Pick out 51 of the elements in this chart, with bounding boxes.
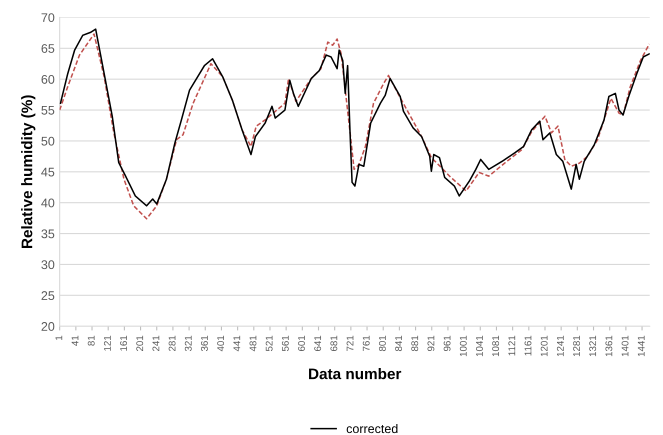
x-tick-label: 1081 (492, 336, 500, 356)
x-tick-label: 881 (411, 336, 418, 352)
x-tick-label: 481 (250, 336, 256, 352)
x-tick-label: 1201 (540, 336, 548, 356)
x-tick-label: 921 (427, 336, 434, 352)
y-tick-label: 20 (42, 322, 54, 331)
x-tick-label: 201 (136, 336, 144, 352)
x-tick-label: 241 (152, 336, 160, 352)
x-tick-label: 601 (298, 336, 305, 352)
y-tick-label: 40 (41, 198, 54, 208)
y-tick-label: 45 (41, 168, 54, 176)
x-tick-label: 1361 (605, 336, 612, 356)
x-tick-label: 1401 (622, 336, 628, 356)
x-tick-label: 41 (72, 336, 78, 346)
x-tick-label: 1041 (476, 336, 483, 356)
x-tick-label: 1441 (638, 336, 645, 356)
x-tick-label: 1001 (460, 336, 467, 356)
x-tick-label: 641 (314, 336, 322, 352)
x-tick-label: 1281 (573, 336, 580, 356)
x-tick-label: 961 (444, 336, 451, 352)
x-tick-label: 1121 (508, 336, 516, 356)
x-tick-label: 721 (346, 336, 354, 351)
x-tick-label: 681 (330, 336, 338, 352)
x-tick-label: 401 (217, 336, 224, 352)
x-tick-label: 321 (184, 336, 192, 352)
x-tick-label: 441 (233, 336, 240, 352)
y-tick-label: 50 (41, 136, 54, 146)
x-tick-label: 121 (104, 336, 111, 351)
y-tick-label: 35 (41, 229, 54, 238)
x-tick-label: 1241 (556, 336, 564, 356)
x-tick-label: 361 (200, 336, 208, 352)
x-tick-label: 561 (282, 336, 289, 352)
x-tick-label: 761 (362, 336, 370, 351)
x-tick-label: 801 (378, 336, 386, 352)
x-tick-label: 281 (168, 336, 176, 352)
y-tick-label: 30 (41, 260, 54, 270)
legend-label: corrected (346, 424, 398, 434)
y-tick-label: 60 (42, 74, 54, 84)
y-tick-label: 55 (41, 106, 54, 115)
y-tick-label: 25 (42, 291, 54, 300)
x-tick-label: 841 (395, 336, 402, 352)
x-tick-label: 81 (88, 336, 95, 346)
x-tick-label: 521 (266, 336, 273, 352)
y-axis-title: Relative humidity (%) (21, 95, 36, 248)
x-tick-label: 1321 (589, 336, 596, 356)
x-tick-label: 1 (55, 336, 62, 340)
x-tick-label: 161 (120, 336, 127, 351)
x-axis-title: Data number (309, 368, 402, 380)
y-tick-label: 65 (42, 44, 54, 53)
x-tick-label: 1161 (524, 336, 532, 356)
y-tick-label: 70 (42, 13, 54, 22)
